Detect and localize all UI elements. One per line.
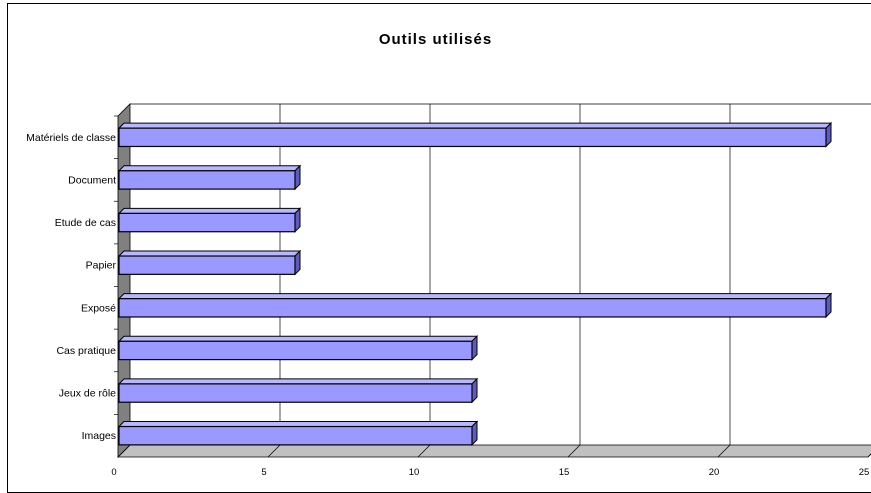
gridline-floor-10: [417, 444, 431, 458]
bar-top-cas-pratique: [117, 335, 479, 342]
bar-top-jeux-de-r-le: [117, 378, 479, 385]
bar-top-mat-riels-de-classe: [117, 122, 833, 129]
bar-images: [118, 425, 473, 446]
category-label-document: Document: [68, 174, 116, 186]
bar-top-document: [117, 165, 302, 172]
x-tick-label-5: 5: [261, 467, 266, 478]
bar-top-expos-: [117, 293, 833, 300]
category-label-expos-: Exposé: [81, 302, 116, 314]
gridline-floor-25: [867, 453, 871, 458]
gridline-floor-5: [267, 444, 281, 458]
category-label-etude-de-cas: Etude de cas: [55, 217, 116, 229]
x-tick-label-25: 25: [859, 467, 870, 478]
chart-wall: [117, 103, 131, 458]
category-label-cas-pratique: Cas pratique: [56, 345, 116, 357]
bar-document: [118, 170, 296, 190]
x-tick-label-20: 20: [709, 467, 720, 478]
x-tick-label-15: 15: [559, 467, 570, 478]
bar-jeux-de-r-le: [118, 383, 473, 403]
bar-etude-de-cas: [118, 212, 296, 233]
bar-papier: [118, 255, 296, 275]
category-label-papier: Papier: [86, 260, 117, 272]
bar-top-images: [117, 421, 479, 428]
bar-cas-pratique: [118, 340, 473, 361]
category-label-mat-riels-de-classe: Matériels de classe: [26, 132, 116, 144]
bar-expos-: [118, 298, 827, 318]
bar-top-etude-de-cas: [117, 207, 302, 214]
bar-top-papier: [117, 250, 302, 257]
chart-title: Outils utilisés: [378, 31, 493, 48]
x-tick-label-10: 10: [409, 467, 420, 478]
bar-chart: 0 5 10 15 20 25 Matériels de classe Document Etu…: [26, 103, 871, 478]
x-tick-label-0: 0: [111, 467, 116, 478]
chart-floor: [117, 444, 871, 458]
chart-frame: [7, 3, 871, 493]
category-label-images: Images: [82, 430, 116, 442]
bar-mat-riels-de-classe: [118, 127, 827, 148]
gridline-floor-20: [717, 444, 731, 458]
gridline-floor-15: [567, 444, 581, 458]
category-label-jeux-de-r-le: Jeux de rôle: [59, 388, 116, 400]
